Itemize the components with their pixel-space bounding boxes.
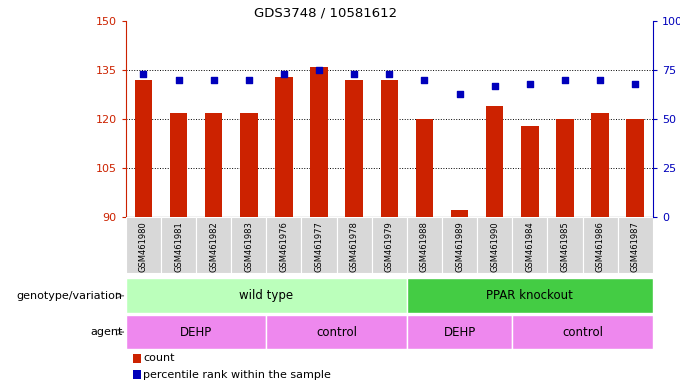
- Point: [313, 67, 324, 73]
- Text: GSM461979: GSM461979: [385, 222, 394, 272]
- Bar: [337, 217, 372, 273]
- Text: count: count: [143, 353, 175, 363]
- Bar: [310, 67, 328, 217]
- Text: GSM461983: GSM461983: [244, 222, 253, 272]
- Text: GSM461980: GSM461980: [139, 222, 148, 272]
- Text: PPAR knockout: PPAR knockout: [486, 289, 573, 302]
- Bar: [617, 217, 653, 273]
- Bar: [512, 217, 547, 273]
- Bar: [415, 119, 433, 217]
- Point: [349, 71, 360, 77]
- Bar: [451, 210, 469, 217]
- Point: [524, 81, 535, 87]
- Bar: [407, 217, 442, 273]
- Point: [138, 71, 149, 77]
- Text: wild type: wild type: [239, 289, 293, 302]
- Bar: [407, 278, 653, 313]
- Text: GSM461986: GSM461986: [596, 222, 605, 272]
- Text: DEHP: DEHP: [180, 326, 212, 339]
- Point: [560, 77, 571, 83]
- Bar: [126, 278, 407, 313]
- Bar: [486, 106, 503, 217]
- Bar: [196, 217, 231, 273]
- Bar: [240, 113, 258, 217]
- Bar: [592, 113, 609, 217]
- Bar: [512, 315, 653, 349]
- Bar: [267, 217, 301, 273]
- Bar: [126, 315, 267, 349]
- Text: GSM461978: GSM461978: [350, 222, 358, 272]
- Point: [419, 77, 430, 83]
- Bar: [626, 119, 644, 217]
- Bar: [407, 315, 512, 349]
- Point: [384, 71, 394, 77]
- Bar: [170, 113, 187, 217]
- Bar: [556, 119, 574, 217]
- Text: control: control: [316, 326, 357, 339]
- Text: GSM461976: GSM461976: [279, 222, 288, 272]
- Text: GSM461977: GSM461977: [315, 222, 324, 272]
- Point: [279, 71, 290, 77]
- Text: GSM461987: GSM461987: [631, 222, 640, 272]
- Bar: [231, 217, 267, 273]
- Bar: [267, 315, 407, 349]
- Text: GSM461984: GSM461984: [526, 222, 534, 272]
- Text: agent: agent: [90, 327, 122, 337]
- Bar: [205, 113, 222, 217]
- Text: control: control: [562, 326, 603, 339]
- Bar: [547, 217, 583, 273]
- Bar: [372, 217, 407, 273]
- Text: GSM461988: GSM461988: [420, 222, 429, 272]
- Text: GSM461985: GSM461985: [560, 222, 569, 272]
- Bar: [381, 80, 398, 217]
- Text: GSM461981: GSM461981: [174, 222, 183, 272]
- Text: DEHP: DEHP: [443, 326, 476, 339]
- Bar: [521, 126, 539, 217]
- Bar: [477, 217, 512, 273]
- Text: genotype/variation: genotype/variation: [16, 291, 122, 301]
- Title: GDS3748 / 10581612: GDS3748 / 10581612: [254, 7, 398, 20]
- Point: [208, 77, 219, 83]
- Bar: [135, 80, 152, 217]
- Bar: [345, 80, 363, 217]
- Point: [594, 77, 606, 83]
- Text: percentile rank within the sample: percentile rank within the sample: [143, 369, 331, 380]
- Bar: [161, 217, 196, 273]
- Text: GSM461990: GSM461990: [490, 222, 499, 272]
- Bar: [442, 217, 477, 273]
- Point: [454, 91, 465, 97]
- Point: [489, 83, 500, 89]
- Text: GSM461989: GSM461989: [455, 222, 464, 272]
- Bar: [583, 217, 617, 273]
- Bar: [275, 77, 292, 217]
- Text: GSM461982: GSM461982: [209, 222, 218, 272]
- Point: [243, 77, 254, 83]
- Point: [173, 77, 184, 83]
- Point: [630, 81, 641, 87]
- Bar: [126, 217, 161, 273]
- Bar: [301, 217, 337, 273]
